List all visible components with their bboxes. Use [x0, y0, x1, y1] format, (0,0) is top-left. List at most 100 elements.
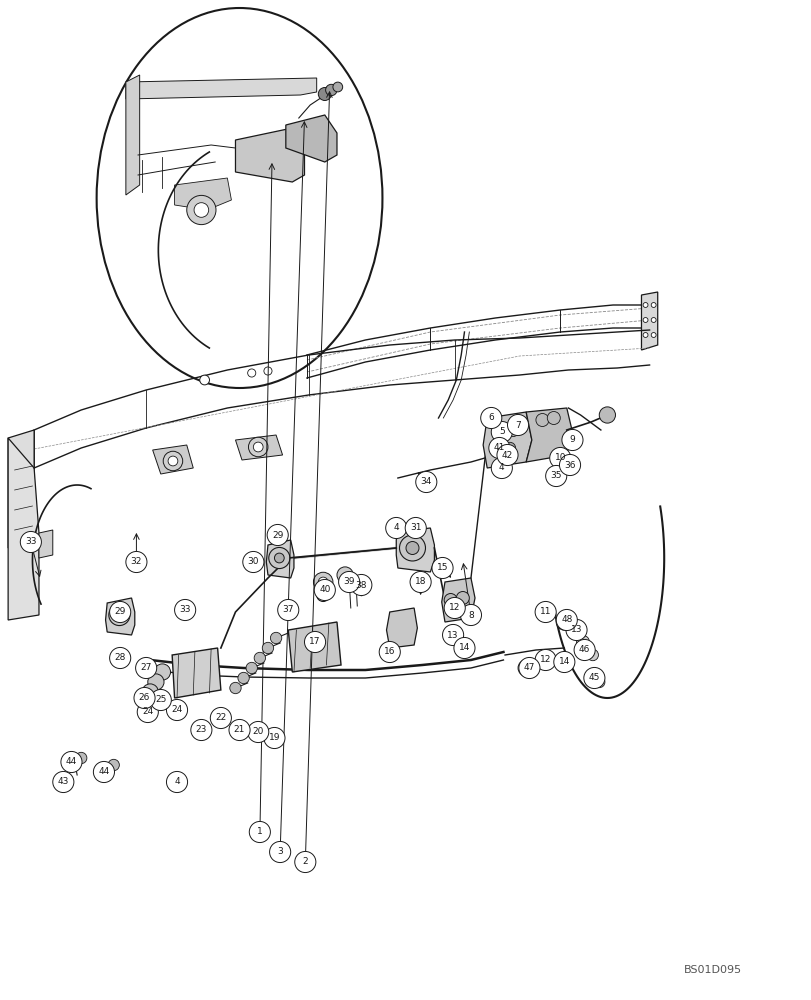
Circle shape: [547, 412, 560, 424]
Circle shape: [460, 604, 481, 626]
Circle shape: [584, 674, 597, 686]
Text: 26: 26: [139, 693, 150, 702]
Circle shape: [556, 609, 577, 631]
Circle shape: [249, 821, 270, 843]
Circle shape: [318, 88, 331, 100]
Circle shape: [313, 572, 333, 592]
Text: 14: 14: [558, 658, 569, 666]
Circle shape: [642, 333, 647, 337]
Text: BS01D095: BS01D095: [683, 965, 741, 975]
Circle shape: [114, 610, 124, 620]
Circle shape: [405, 517, 426, 539]
Circle shape: [333, 82, 342, 92]
Circle shape: [148, 674, 164, 690]
Circle shape: [553, 651, 574, 673]
Polygon shape: [235, 128, 304, 182]
Polygon shape: [396, 528, 434, 572]
Circle shape: [650, 333, 655, 337]
Circle shape: [174, 599, 195, 621]
Circle shape: [142, 684, 158, 700]
Text: 13: 13: [447, 630, 458, 640]
Text: 32: 32: [131, 558, 142, 566]
Text: 47: 47: [523, 664, 534, 672]
Circle shape: [456, 592, 469, 604]
Text: 17: 17: [309, 638, 320, 646]
Text: 4: 4: [393, 524, 398, 532]
Polygon shape: [105, 598, 135, 635]
Circle shape: [337, 567, 353, 583]
Circle shape: [517, 660, 534, 676]
Circle shape: [246, 662, 257, 674]
Circle shape: [444, 594, 457, 606]
Text: 23: 23: [195, 725, 207, 734]
Circle shape: [586, 649, 598, 661]
Text: 6: 6: [487, 413, 494, 422]
Circle shape: [561, 429, 582, 451]
Circle shape: [262, 642, 273, 654]
Text: 14: 14: [458, 644, 470, 652]
Circle shape: [194, 203, 208, 217]
Circle shape: [93, 761, 114, 783]
Circle shape: [599, 407, 615, 423]
Circle shape: [137, 701, 158, 723]
Text: 12: 12: [448, 603, 460, 612]
Circle shape: [274, 553, 284, 563]
Circle shape: [583, 667, 604, 689]
Circle shape: [269, 841, 290, 863]
Text: 34: 34: [420, 478, 431, 487]
Circle shape: [248, 437, 268, 457]
Circle shape: [135, 657, 157, 679]
Text: 10: 10: [554, 454, 565, 462]
Circle shape: [488, 437, 509, 459]
Circle shape: [338, 571, 359, 593]
Circle shape: [109, 647, 131, 669]
Circle shape: [53, 771, 74, 793]
Polygon shape: [288, 622, 341, 672]
Circle shape: [534, 601, 556, 623]
Circle shape: [20, 531, 41, 553]
Polygon shape: [126, 78, 316, 99]
Text: 44: 44: [66, 758, 77, 766]
Circle shape: [270, 632, 281, 644]
Polygon shape: [8, 438, 39, 620]
Text: 36: 36: [564, 461, 575, 470]
Circle shape: [650, 318, 655, 322]
Text: 7: 7: [514, 420, 521, 430]
Circle shape: [108, 759, 119, 771]
Circle shape: [187, 195, 216, 225]
Circle shape: [573, 639, 594, 661]
Circle shape: [191, 719, 212, 741]
Circle shape: [496, 442, 507, 454]
Circle shape: [385, 517, 406, 539]
Text: 8: 8: [467, 610, 474, 619]
Circle shape: [325, 84, 337, 96]
Circle shape: [453, 637, 474, 659]
Text: 9: 9: [569, 436, 575, 444]
Circle shape: [650, 303, 655, 307]
Circle shape: [264, 367, 272, 375]
Circle shape: [268, 547, 290, 569]
Text: 39: 39: [343, 577, 354, 586]
Text: 21: 21: [234, 725, 245, 734]
Text: 33: 33: [179, 605, 191, 614]
Text: 24: 24: [171, 705, 182, 714]
Circle shape: [442, 624, 463, 646]
Text: 18: 18: [414, 577, 426, 586]
Polygon shape: [641, 292, 657, 350]
Circle shape: [238, 672, 249, 684]
Text: 24: 24: [142, 707, 153, 716]
Circle shape: [247, 721, 268, 743]
Text: 27: 27: [140, 664, 152, 672]
Text: 43: 43: [58, 778, 69, 786]
Text: 15: 15: [436, 563, 448, 572]
Circle shape: [549, 447, 570, 469]
Polygon shape: [285, 115, 337, 162]
Circle shape: [150, 689, 171, 711]
Polygon shape: [266, 540, 294, 578]
Text: 45: 45: [588, 674, 599, 682]
Polygon shape: [126, 75, 139, 195]
Circle shape: [504, 442, 515, 454]
Polygon shape: [39, 530, 53, 558]
Circle shape: [496, 444, 517, 466]
Text: 22: 22: [215, 713, 226, 722]
